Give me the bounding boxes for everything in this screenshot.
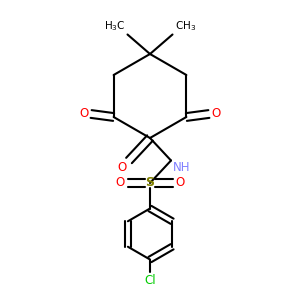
Text: NH: NH: [173, 161, 190, 174]
Text: O: O: [116, 176, 125, 190]
Text: O: O: [79, 107, 88, 121]
Text: O: O: [212, 107, 221, 121]
Text: H$_3$C: H$_3$C: [104, 19, 125, 33]
Text: Cl: Cl: [144, 274, 156, 287]
Text: O: O: [175, 176, 184, 190]
Text: O: O: [117, 161, 126, 174]
Text: S: S: [146, 176, 154, 190]
Text: CH$_3$: CH$_3$: [175, 19, 196, 33]
